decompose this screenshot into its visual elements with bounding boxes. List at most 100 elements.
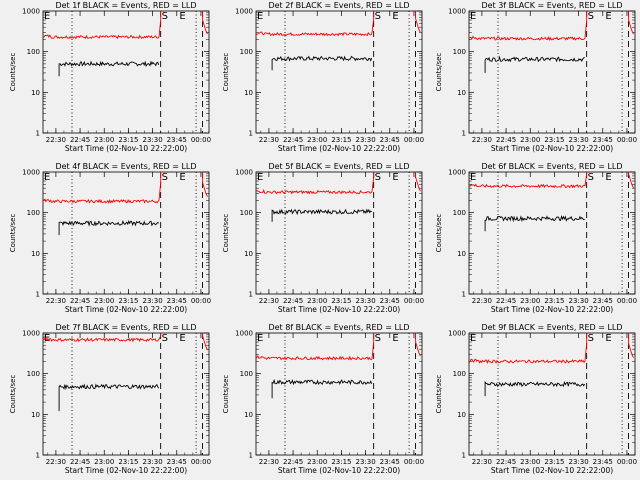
- x-tick-label: 23:30: [355, 297, 375, 305]
- events-series-line: [484, 380, 586, 397]
- x-tick-label: 22:30: [259, 297, 279, 305]
- lld-series-line: [468, 172, 588, 189]
- x-tick-label: 23:00: [94, 297, 114, 305]
- x-tick-label: 23:15: [331, 458, 351, 466]
- lld-tail-line: [628, 172, 634, 189]
- lld-series-line: [42, 172, 162, 204]
- lld-series-line: [255, 333, 375, 361]
- x-tick-label: 23:30: [142, 458, 162, 466]
- y-tick-label: 100: [240, 209, 253, 217]
- x-tick-label: 23:45: [593, 458, 613, 466]
- x-tick-label: 23:15: [544, 458, 564, 466]
- chart-panel: Det 3f BLACK = Events, RED = LLD 1 10 100 10…: [435, 1, 637, 153]
- x-tick-label: 22:45: [496, 458, 516, 466]
- lld-series-line: [42, 11, 162, 40]
- y-tick-label: 10: [244, 89, 253, 97]
- lld-tail-line: [628, 333, 634, 358]
- plot-frame: [42, 171, 210, 295]
- events-series-line: [484, 215, 585, 232]
- end-marker-label: E: [257, 333, 263, 344]
- x-tick-label: 22:30: [46, 136, 66, 144]
- events-series-line: [271, 378, 373, 399]
- y-tick-label: 1: [36, 291, 40, 299]
- x-tick-label: 23:30: [568, 458, 588, 466]
- y-tick-label: 100: [453, 370, 466, 378]
- y-axis-label: Counts/sec: [9, 53, 17, 92]
- y-tick-label: 100: [240, 48, 253, 56]
- x-tick-label: 23:15: [544, 136, 564, 144]
- y-tick-label: 10: [457, 250, 466, 258]
- y-tick-label: 100: [27, 209, 40, 217]
- x-tick-label: 23:15: [544, 297, 564, 305]
- lld-series-line: [468, 11, 588, 42]
- y-tick-label: 10: [31, 89, 40, 97]
- plot-frame: [42, 332, 210, 456]
- start-marker-label: S: [162, 11, 168, 22]
- events-series-line: [271, 55, 373, 71]
- x-tick-label: 00:00: [191, 136, 211, 144]
- end-marker-label: E: [605, 172, 611, 183]
- y-tick-label: 1: [249, 291, 253, 299]
- end-marker-label: E: [470, 11, 476, 22]
- x-tick-label: 23:15: [118, 458, 138, 466]
- y-tick-label: 1: [462, 130, 466, 138]
- x-axis-label: Start Time (02-Nov-10 22:22:00): [65, 466, 187, 475]
- start-marker-label: S: [588, 333, 594, 344]
- y-tick-label: 1: [462, 452, 466, 460]
- end-marker-label: E: [179, 172, 185, 183]
- y-tick-label: 10: [244, 250, 253, 258]
- y-tick-label: 1: [462, 291, 466, 299]
- x-tick-label: 23:45: [167, 297, 187, 305]
- y-tick-label: 10: [244, 411, 253, 419]
- x-tick-label: 23:45: [380, 458, 400, 466]
- chart-panel: Det 2f BLACK = Events, RED = LLD 1 10 100 10…: [222, 1, 424, 153]
- x-tick-label: 23:00: [94, 136, 114, 144]
- end-marker-label: E: [470, 333, 476, 344]
- x-tick-label: 22:30: [259, 136, 279, 144]
- y-tick-label: 100: [453, 209, 466, 217]
- x-tick-label: 22:30: [46, 458, 66, 466]
- y-axis-label: Counts/sec: [222, 214, 230, 253]
- events-series-line: [484, 55, 585, 73]
- x-tick-label: 23:00: [520, 458, 540, 466]
- plot-frame: [255, 171, 423, 295]
- y-axis-label: Counts/sec: [9, 214, 17, 253]
- end-marker-label: E: [179, 11, 185, 22]
- x-axis-label: Start Time (02-Nov-10 22:22:00): [278, 305, 400, 314]
- chart-panel: Det 1f BLACK = Events, RED = LLD 1 10 100 10…: [9, 1, 211, 153]
- x-tick-label: 23:15: [118, 297, 138, 305]
- x-tick-label: 22:45: [283, 297, 303, 305]
- x-tick-label: 23:00: [94, 458, 114, 466]
- chart-panel: Det 8f BLACK = Events, RED = LLD 1 10 100 10…: [222, 323, 424, 475]
- y-tick-label: 1: [249, 130, 253, 138]
- chart-panel: Det 9f BLACK = Events, RED = LLD 1 10 100 10…: [435, 323, 637, 475]
- x-tick-label: 00:00: [404, 297, 424, 305]
- plot-frame: [42, 10, 210, 134]
- x-tick-label: 22:45: [283, 136, 303, 144]
- chart-panel: Det 4f BLACK = Events, RED = LLD 1 10 100 10…: [9, 162, 211, 314]
- lld-tail-line: [628, 11, 634, 35]
- end-marker-label: E: [392, 172, 398, 183]
- y-tick-label: 10: [457, 411, 466, 419]
- lld-tail-line: [415, 333, 421, 357]
- end-marker-label: E: [257, 11, 263, 22]
- y-tick-label: 1: [36, 130, 40, 138]
- chart-title: Det 7f BLACK = Events, RED = LLD: [55, 323, 196, 332]
- x-tick-label: 22:30: [46, 297, 66, 305]
- start-marker-label: S: [588, 172, 594, 183]
- x-tick-label: 23:45: [167, 458, 187, 466]
- x-tick-label: 23:45: [593, 297, 613, 305]
- lld-tail-line: [202, 172, 208, 197]
- end-marker-label: E: [605, 333, 611, 344]
- chart-title: Det 6f BLACK = Events, RED = LLD: [481, 162, 622, 171]
- x-tick-label: 00:00: [191, 458, 211, 466]
- x-tick-label: 22:45: [283, 458, 303, 466]
- x-tick-label: 00:00: [191, 297, 211, 305]
- chart-title: Det 9f BLACK = Events, RED = LLD: [481, 323, 622, 332]
- lld-tail-line: [415, 172, 421, 192]
- chart-panel: Det 5f BLACK = Events, RED = LLD 1 10 100 10…: [222, 162, 424, 314]
- y-axis-label: Counts/sec: [222, 375, 230, 414]
- y-tick-label: 100: [27, 48, 40, 56]
- x-tick-label: 23:15: [331, 297, 351, 305]
- x-tick-label: 22:30: [259, 458, 279, 466]
